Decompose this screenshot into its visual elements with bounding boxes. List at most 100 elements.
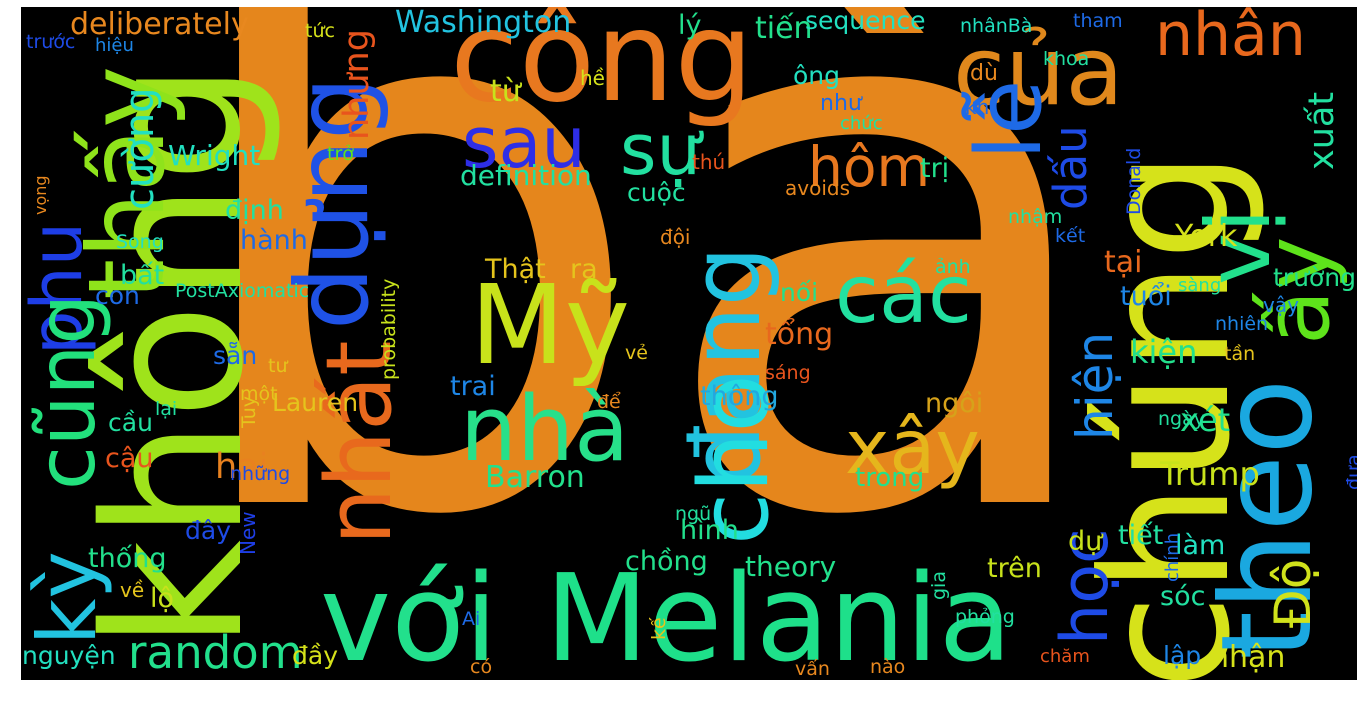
word-17: xây [845,403,980,491]
word-23: sau [462,102,586,184]
word-101: sáng [765,362,811,384]
word-131: vọng [31,175,50,215]
word-124: khoa [1043,48,1090,70]
word-7: Mỹ [470,261,631,389]
word-80: nối [780,278,819,307]
word-81: ông [793,61,841,90]
word-33: nhưng [337,29,377,140]
word-122: nhânBà [960,15,1033,37]
word-42: kiện [1130,333,1198,371]
word-60: thông [700,381,779,412]
word-116: sàng [1178,275,1222,296]
word-31: xuất [1302,91,1342,170]
word-8: nhà [460,377,630,482]
word-38: York [1175,219,1238,254]
word-134: tức [305,20,335,42]
word-133: hiệu [95,35,134,56]
word-67: con [95,281,140,310]
word-83: dù [970,61,998,86]
word-44: từ [490,74,521,109]
word-76: nhận [1210,640,1286,675]
word-106: gia [928,571,950,600]
word-91: về [120,578,145,602]
word-107: phỏng [955,606,1015,628]
word-73: làm [1175,530,1226,561]
word-22: sự [620,109,701,191]
word-64: hành [240,225,308,256]
word-66: bất [120,260,165,291]
word-78: cuộc [627,178,686,207]
word-120: nhậm [1008,206,1063,228]
word-77: tuổi [1120,281,1172,312]
word-39: Barron [485,460,585,495]
word-103: ngũ [675,503,712,525]
word-111: chăm [1040,646,1090,667]
word-65: định [225,195,284,226]
word-128: probability [378,278,400,380]
word-85: khi [965,95,995,119]
word-37: Trump [1160,455,1260,493]
word-110: nào [870,656,906,678]
word-127: trở [327,143,354,165]
word-86: chức [840,113,883,134]
word-35: deliberately [70,7,249,42]
word-10: các [835,248,972,341]
word-55: cầu [108,408,153,437]
word-56: cậu [105,443,154,474]
word-46: sequence [805,7,926,35]
word-cloud: bà chúng không công với Melania theo Mỹ nhà đang c… [21,7,1357,680]
word-52: chồng [625,546,708,577]
word-125: trường [1273,263,1356,292]
word-47: tại [1104,245,1143,280]
word-126: đưa [1343,454,1357,490]
word-104: Ai [462,608,481,630]
word-118: ảnh [935,256,971,278]
word-71: dự [1068,526,1103,557]
word-115: nhiên [1215,313,1269,335]
word-45: lý [678,10,702,41]
word-5: Melania [545,550,1013,680]
word-129: Song [116,231,164,253]
word-75: lập [1163,641,1202,670]
word-34: hai [215,447,269,487]
word-54: thống [88,543,167,574]
word-95: Lauren [272,388,359,417]
word-98: một [240,383,278,405]
word-72: tiết [1118,520,1164,551]
word-114: tần [1224,343,1256,365]
word-3: công [450,7,754,130]
word-70: trên [987,553,1042,584]
word-88: avoids [785,176,850,200]
word-20: nhân [1155,7,1306,70]
word-59: ngôi [925,388,984,419]
word-93: đây [185,516,231,545]
word-123: tham [1073,10,1123,32]
word-58: trong [855,463,925,493]
word-89: đội [660,225,691,249]
word-61: trai [450,371,496,402]
word-130: PostAxiomatic [175,280,310,302]
word-94: New [236,511,260,555]
word-24: hôm [808,135,931,199]
word-43: tiến [755,11,813,46]
word-96: lại [155,398,178,420]
word-29: hiện [1066,331,1124,440]
word-62: Thật [485,254,546,285]
word-30: Độ [1264,558,1322,628]
word-132: trước [26,31,76,53]
word-25: cũng [21,293,113,490]
word-50: definition [460,159,592,192]
word-53: nguyện [22,641,116,670]
word-49: Wright [168,139,261,172]
word-117: vậy [1263,293,1299,317]
word-27: random [128,626,303,679]
word-32: cường [117,87,163,210]
word-69: đầy [292,641,338,670]
word-57: hình [680,515,739,546]
word-100: vẻ [625,342,648,364]
word-113: ngày [1158,408,1205,430]
word-109: vấn [795,658,830,680]
word-121: Donald [1123,147,1145,215]
word-14: của [953,17,1124,127]
word-84: hề [580,66,605,90]
